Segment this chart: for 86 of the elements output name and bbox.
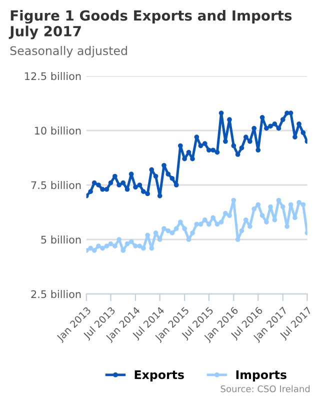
point (133, 244, 138, 248)
point (280, 117, 286, 122)
point (137, 182, 142, 188)
point (108, 241, 114, 246)
point (120, 180, 126, 186)
point (206, 222, 212, 227)
point (202, 141, 208, 146)
point (108, 180, 114, 186)
point (162, 162, 166, 168)
point (166, 228, 171, 234)
legend-label: Exports (134, 370, 184, 382)
point (260, 213, 265, 218)
point (92, 180, 97, 186)
point (104, 186, 110, 192)
point (140, 246, 146, 251)
point (170, 230, 175, 236)
point (210, 148, 216, 153)
point (210, 215, 216, 220)
point (231, 143, 236, 148)
point (296, 200, 302, 205)
point (198, 222, 204, 227)
point (202, 217, 208, 222)
point (239, 146, 244, 150)
point (206, 148, 212, 153)
y-tick-label: 12.5 billion (25, 72, 81, 80)
point (223, 210, 228, 216)
point (178, 143, 183, 148)
point (272, 122, 278, 126)
point (166, 172, 171, 177)
point (190, 230, 195, 236)
point (96, 182, 101, 188)
point (174, 226, 179, 232)
point (104, 244, 110, 248)
point (284, 110, 290, 116)
y-tick-label: 7.5 billion (31, 181, 81, 190)
point (194, 134, 200, 140)
point (100, 246, 105, 251)
point (92, 248, 97, 253)
point (170, 176, 175, 181)
point (137, 244, 142, 248)
point (268, 124, 273, 129)
point (145, 191, 150, 196)
point (88, 189, 93, 194)
point (239, 228, 244, 234)
point (96, 244, 101, 248)
point (296, 122, 302, 126)
point (264, 220, 269, 224)
point (153, 174, 158, 179)
point (128, 239, 134, 244)
y-tick-label: 5 billion (41, 236, 81, 244)
point (182, 226, 187, 232)
point (227, 213, 232, 218)
point (116, 182, 122, 188)
point (218, 220, 224, 224)
point (194, 222, 200, 227)
point (280, 204, 286, 210)
chart-subtitle: Seasonally adjusted (10, 46, 127, 58)
point (198, 143, 204, 148)
source-note: Source: CSO Ireland (220, 385, 310, 392)
point (140, 189, 146, 194)
point (174, 182, 179, 188)
point (218, 110, 224, 116)
point (260, 114, 265, 120)
point (133, 184, 138, 190)
point (292, 134, 298, 140)
point (214, 222, 220, 227)
point (112, 244, 118, 248)
point (300, 130, 306, 136)
y-tick-label: 2.5 billion (31, 290, 81, 298)
point (124, 241, 130, 246)
point (214, 150, 220, 155)
point (100, 186, 105, 192)
point (231, 198, 236, 203)
point (252, 126, 257, 131)
point (88, 246, 93, 251)
y-tick-label: 10 billion (34, 126, 81, 135)
legend-label: Imports (236, 370, 286, 382)
point (276, 126, 282, 131)
point (157, 193, 162, 198)
chart-title: Figure 1 Goods Exports and Imports July 2017 (8, 10, 292, 40)
point (252, 206, 257, 212)
point (256, 148, 261, 153)
point (300, 202, 306, 208)
point (264, 126, 269, 131)
point (235, 237, 240, 242)
point (162, 226, 166, 232)
